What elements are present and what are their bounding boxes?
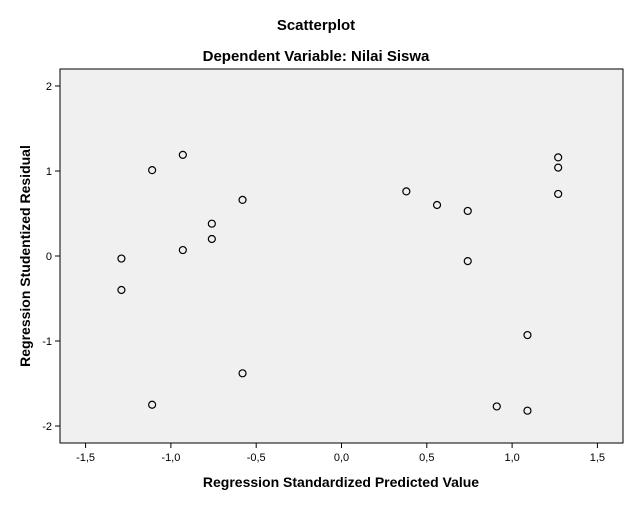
plot-area bbox=[59, 68, 624, 444]
x-tick-label: 0,0 bbox=[334, 452, 349, 464]
x-tick-label: -1,0 bbox=[161, 452, 180, 464]
data-point bbox=[148, 400, 157, 409]
data-point bbox=[178, 245, 187, 255]
x-axis-label: Regression Standardized Predicted Value bbox=[203, 474, 479, 490]
chart-subtitle: Dependent Variable: Nilai Siswa bbox=[203, 48, 430, 65]
data-point bbox=[238, 369, 247, 378]
data-point bbox=[554, 153, 563, 162]
data-point bbox=[554, 189, 563, 199]
data-point bbox=[148, 166, 157, 175]
data-point bbox=[523, 406, 532, 415]
x-axis-ticks: -1,5 -1,0 -0,5 0,0 0,5 1,0 1,5 bbox=[76, 443, 605, 464]
data-point bbox=[117, 285, 126, 295]
y-tick-label: 1 bbox=[46, 166, 52, 178]
data-point bbox=[523, 330, 532, 340]
data-point bbox=[117, 254, 126, 263]
data-point bbox=[492, 402, 501, 411]
x-tick-label: -0,5 bbox=[247, 452, 266, 464]
data-point bbox=[554, 163, 563, 172]
data-point bbox=[238, 195, 247, 204]
y-axis-label: Regression Studentized Residual bbox=[17, 145, 33, 367]
chart-title: Scatterplot bbox=[277, 17, 355, 34]
data-point bbox=[402, 187, 411, 196]
y-tick-label: -2 bbox=[42, 421, 52, 433]
y-tick-label: 2 bbox=[46, 81, 52, 93]
data-point bbox=[463, 206, 472, 216]
data-points bbox=[117, 150, 563, 415]
x-tick-label: 0,5 bbox=[419, 452, 434, 464]
data-point bbox=[207, 219, 216, 228]
data-point bbox=[463, 257, 472, 266]
y-axis-ticks: 2 1 0 -1 -2 bbox=[42, 81, 60, 433]
y-tick-label: 0 bbox=[46, 251, 52, 263]
data-point bbox=[207, 234, 216, 244]
x-tick-label: 1,5 bbox=[590, 452, 605, 464]
data-point bbox=[178, 150, 187, 159]
y-tick-label: -1 bbox=[42, 336, 52, 348]
x-tick-label: -1,5 bbox=[76, 452, 95, 464]
data-point bbox=[432, 200, 442, 210]
x-tick-label: 1,0 bbox=[504, 452, 519, 464]
